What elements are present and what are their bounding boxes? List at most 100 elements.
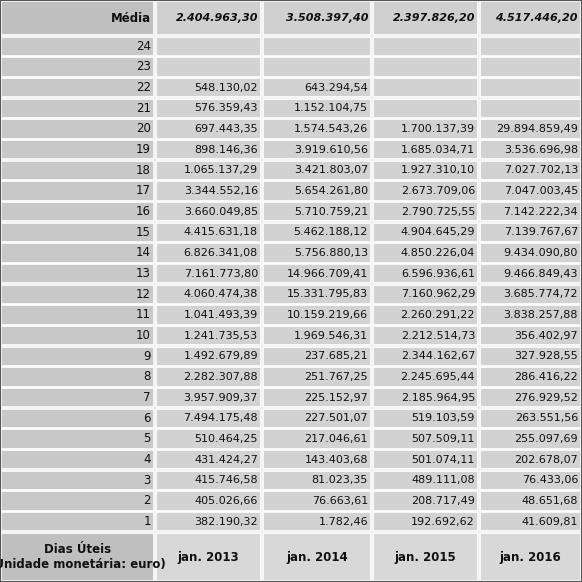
Bar bbox=[372, 430, 478, 449]
Text: 1.492.679,89: 1.492.679,89 bbox=[183, 352, 258, 361]
Text: 21: 21 bbox=[136, 102, 151, 115]
Text: 7.160.962,29: 7.160.962,29 bbox=[400, 289, 475, 299]
Text: 1.927.310,10: 1.927.310,10 bbox=[401, 165, 475, 175]
Text: 3.508.397,40: 3.508.397,40 bbox=[286, 13, 368, 23]
Text: 2.344.162,67: 2.344.162,67 bbox=[400, 352, 475, 361]
Text: 4.060.474,38: 4.060.474,38 bbox=[184, 289, 258, 299]
Text: 415.746,58: 415.746,58 bbox=[194, 475, 258, 485]
Bar bbox=[262, 37, 371, 56]
Bar bbox=[155, 471, 261, 490]
Text: 1.782,46: 1.782,46 bbox=[318, 517, 368, 527]
Text: 1.152.104,75: 1.152.104,75 bbox=[294, 104, 368, 113]
Text: jan. 2016: jan. 2016 bbox=[499, 551, 562, 563]
Text: 1: 1 bbox=[144, 515, 151, 528]
Text: 3.344.552,16: 3.344.552,16 bbox=[184, 186, 258, 196]
Text: 143.403,68: 143.403,68 bbox=[304, 455, 368, 464]
Bar bbox=[262, 202, 371, 221]
Bar bbox=[262, 243, 371, 262]
Bar bbox=[262, 98, 371, 118]
Bar bbox=[155, 347, 261, 366]
Text: 5.462.188,12: 5.462.188,12 bbox=[294, 228, 368, 237]
Bar bbox=[372, 1, 478, 36]
Text: 15: 15 bbox=[136, 226, 151, 239]
Text: 41.609,81: 41.609,81 bbox=[521, 517, 578, 527]
Bar bbox=[1, 98, 154, 118]
Bar bbox=[372, 78, 478, 97]
Bar bbox=[155, 388, 261, 407]
Text: 11: 11 bbox=[136, 308, 151, 321]
Text: 8: 8 bbox=[144, 371, 151, 384]
Bar bbox=[372, 471, 478, 490]
Text: 263.551,56: 263.551,56 bbox=[514, 413, 578, 423]
Text: 356.402,97: 356.402,97 bbox=[514, 331, 578, 340]
Bar bbox=[480, 326, 581, 345]
Bar bbox=[262, 367, 371, 386]
Bar bbox=[262, 264, 371, 283]
Text: 217.046,61: 217.046,61 bbox=[304, 434, 368, 444]
Text: 405.026,66: 405.026,66 bbox=[194, 496, 258, 506]
Text: 192.692,62: 192.692,62 bbox=[411, 517, 475, 527]
Text: 227.501,07: 227.501,07 bbox=[304, 413, 368, 423]
Bar bbox=[262, 78, 371, 97]
Bar bbox=[1, 78, 154, 97]
Bar bbox=[155, 243, 261, 262]
Text: 4: 4 bbox=[144, 453, 151, 466]
Bar bbox=[480, 430, 581, 449]
Text: 643.294,54: 643.294,54 bbox=[304, 83, 368, 93]
Text: 1.574.543,26: 1.574.543,26 bbox=[294, 124, 368, 134]
Bar bbox=[155, 285, 261, 304]
Text: 1.969.546,31: 1.969.546,31 bbox=[294, 331, 368, 340]
Text: 255.097,69: 255.097,69 bbox=[514, 434, 578, 444]
Text: 3.421.803,07: 3.421.803,07 bbox=[294, 165, 368, 175]
Bar bbox=[480, 57, 581, 77]
Text: 10: 10 bbox=[136, 329, 151, 342]
Bar bbox=[155, 37, 261, 56]
Text: 29.894.859,49: 29.894.859,49 bbox=[496, 124, 578, 134]
Text: 2.260.291,22: 2.260.291,22 bbox=[400, 310, 475, 320]
Text: 76.663,61: 76.663,61 bbox=[312, 496, 368, 506]
Bar bbox=[262, 119, 371, 139]
Text: 1.065.137,29: 1.065.137,29 bbox=[184, 165, 258, 175]
Bar bbox=[155, 430, 261, 449]
Text: 6.826.341,08: 6.826.341,08 bbox=[184, 248, 258, 258]
Text: 3.838.257,88: 3.838.257,88 bbox=[503, 310, 578, 320]
Text: 4.850.226,04: 4.850.226,04 bbox=[400, 248, 475, 258]
Bar bbox=[372, 243, 478, 262]
Text: 7.142.222,34: 7.142.222,34 bbox=[503, 207, 578, 217]
Bar bbox=[1, 409, 154, 428]
Bar bbox=[262, 533, 371, 581]
Bar bbox=[262, 306, 371, 325]
Bar bbox=[480, 37, 581, 56]
Bar bbox=[372, 161, 478, 180]
Bar bbox=[1, 306, 154, 325]
Text: 225.152,97: 225.152,97 bbox=[304, 393, 368, 403]
Text: 1.700.137,39: 1.700.137,39 bbox=[401, 124, 475, 134]
Text: 237.685,21: 237.685,21 bbox=[304, 352, 368, 361]
Text: 12: 12 bbox=[136, 288, 151, 301]
Text: 489.111,08: 489.111,08 bbox=[411, 475, 475, 485]
Bar bbox=[372, 409, 478, 428]
Bar bbox=[1, 181, 154, 201]
Bar bbox=[1, 285, 154, 304]
Bar bbox=[155, 181, 261, 201]
Bar bbox=[155, 367, 261, 386]
Bar bbox=[372, 264, 478, 283]
Text: 9: 9 bbox=[144, 350, 151, 363]
Text: 898.146,36: 898.146,36 bbox=[194, 145, 258, 155]
Bar bbox=[1, 326, 154, 345]
Bar bbox=[262, 512, 371, 531]
Text: 576.359,43: 576.359,43 bbox=[194, 104, 258, 113]
Bar bbox=[1, 57, 154, 77]
Text: 22: 22 bbox=[136, 81, 151, 94]
Bar bbox=[1, 202, 154, 221]
Text: jan. 2014: jan. 2014 bbox=[286, 551, 348, 563]
Bar bbox=[480, 222, 581, 242]
Bar bbox=[372, 57, 478, 77]
Bar bbox=[480, 347, 581, 366]
Bar bbox=[155, 450, 261, 470]
Bar bbox=[480, 119, 581, 139]
Bar bbox=[262, 140, 371, 159]
Text: 431.424,27: 431.424,27 bbox=[194, 455, 258, 464]
Text: 7: 7 bbox=[144, 391, 151, 404]
Text: 10.159.219,66: 10.159.219,66 bbox=[287, 310, 368, 320]
